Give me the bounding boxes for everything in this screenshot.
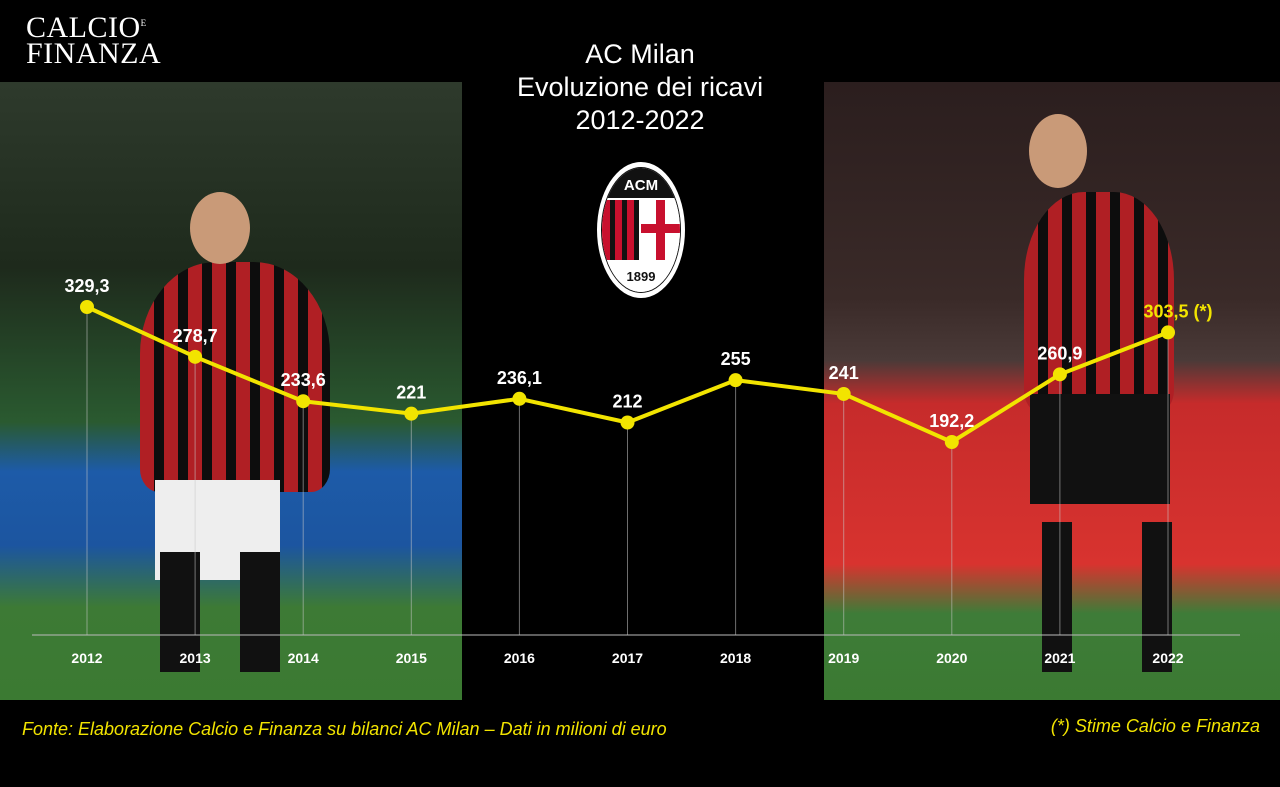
data-label-2013: 278,7 <box>173 326 218 346</box>
data-label-2015: 221 <box>396 383 426 403</box>
data-label-2019: 241 <box>829 363 859 383</box>
data-point-2017 <box>620 415 635 430</box>
estimate-note: (*) Stime Calcio e Finanza <box>1050 716 1260 736</box>
player-jersey-right <box>1024 192 1174 412</box>
data-label-2014: 233,6 <box>281 370 326 390</box>
crest-top-text: ACM <box>624 177 658 194</box>
x-tick-2015: 2015 <box>396 650 427 666</box>
player-head-left <box>190 192 250 264</box>
title-line1: AC Milan <box>585 39 695 69</box>
x-tick-2022: 2022 <box>1152 650 1183 666</box>
player-shorts-right <box>1030 394 1170 504</box>
logo-line2: FINANZA <box>26 37 162 70</box>
data-point-2016 <box>512 391 527 406</box>
calcio-finanza-logo: CALCIOE FINANZA <box>26 10 162 70</box>
player-socks-left <box>160 552 280 672</box>
data-label-2017: 212 <box>612 392 642 412</box>
player-photo-left <box>0 82 462 700</box>
logo-line1-small: E <box>140 18 147 28</box>
x-tick-2017: 2017 <box>612 650 643 666</box>
data-point-2020 <box>944 435 959 449</box>
data-label-2018: 255 <box>721 349 751 369</box>
chart-title: AC Milan Evoluzione dei ricavi 2012-2022 <box>470 38 810 137</box>
player-head-right <box>1029 114 1087 188</box>
x-tick-2021: 2021 <box>1044 650 1075 666</box>
logo-line1: CALCIO <box>26 11 141 44</box>
x-tick-2018: 2018 <box>720 650 751 666</box>
data-point-2015 <box>404 406 419 421</box>
data-label-2020: 192,2 <box>929 411 974 431</box>
source-note: Fonte: Elaborazione Calcio e Finanza su … <box>22 719 667 739</box>
crest-year: 1899 <box>627 269 656 284</box>
data-point-2014 <box>296 394 311 409</box>
data-point-2013 <box>188 349 203 364</box>
data-point-2021 <box>1052 367 1067 382</box>
x-tick-2020: 2020 <box>936 650 967 666</box>
data-label-2021: 260,9 <box>1037 343 1082 363</box>
x-tick-2012: 2012 <box>71 650 102 666</box>
data-point-2019 <box>836 386 851 401</box>
player-photo-right <box>824 82 1280 700</box>
data-point-2022 <box>1161 325 1175 340</box>
data-point-2012 <box>80 300 94 314</box>
player-jersey-left <box>140 262 330 492</box>
x-tick-2016: 2016 <box>504 650 535 666</box>
data-label-2012: 329,3 <box>64 276 109 296</box>
data-label-2022: 303,5 (*) <box>1143 301 1212 321</box>
title-line3: 2012-2022 <box>575 105 705 135</box>
data-point-2018 <box>728 373 743 388</box>
x-tick-2013: 2013 <box>180 650 211 666</box>
x-tick-2019: 2019 <box>828 650 859 666</box>
ac-milan-crest: ACM 1899 <box>597 162 685 298</box>
x-tick-2014: 2014 <box>288 650 319 666</box>
player-socks-right <box>1042 522 1172 672</box>
title-line2: Evoluzione dei ricavi <box>516 72 764 102</box>
data-label-2016: 236,1 <box>497 368 542 388</box>
